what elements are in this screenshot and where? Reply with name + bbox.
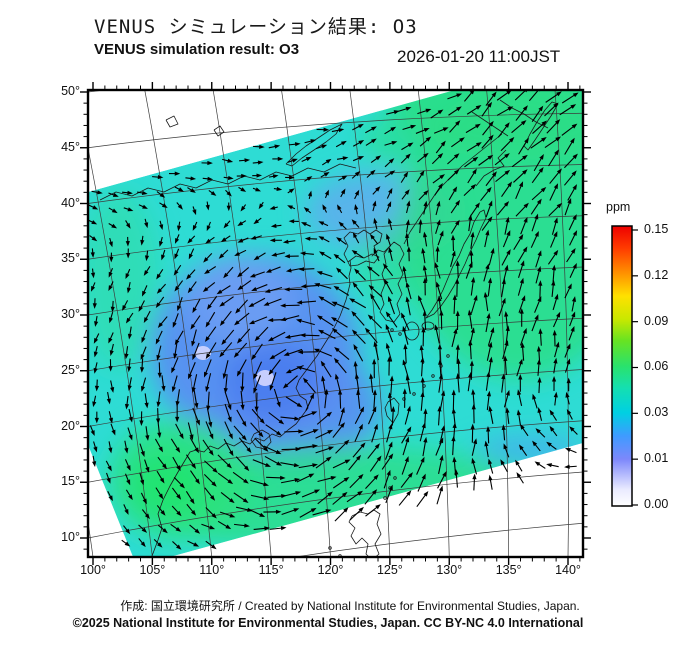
copyright-line: ©2025 National Institute for Environment… (72, 616, 584, 630)
colorbar (611, 225, 638, 507)
x-tick-label: 135° (495, 563, 522, 577)
timestamp-label: 2026-01-20 11:00JST (397, 47, 561, 66)
plot-frame (80, 82, 591, 565)
x-tick-label: 115° (258, 563, 284, 577)
y-tick-label: 35° (61, 251, 80, 266)
colorbar-unit-label: ppm (606, 200, 631, 214)
y-tick-label: 20° (61, 418, 80, 433)
x-tick-label: 100° (80, 563, 106, 577)
colorbar-tick-label: 0.03 (644, 405, 669, 420)
y-tick-label: 25° (61, 362, 80, 377)
colorbar-tick-label: 0.01 (644, 451, 669, 466)
o3-concentration-field (88, 90, 583, 557)
attribution-line: 作成: 国立環境研究所 / Created by National Instit… (120, 599, 580, 613)
x-tick-label: 130° (436, 563, 463, 577)
colorbar-tick-label: 0.09 (644, 313, 669, 328)
y-tick-label: 50° (61, 84, 80, 98)
y-tick-label: 10° (61, 530, 80, 544)
page-title-japanese: VENUS シミュレーション結果: O3 (94, 16, 418, 38)
x-tick-label: 105° (139, 563, 166, 577)
wind-vector-arrows (88, 90, 579, 550)
y-tick-label: 45° (61, 139, 80, 154)
colorbar-tick-label: 0.15 (644, 222, 669, 236)
colorbar-tick-label: 0.12 (644, 267, 669, 282)
x-tick-label: 120° (317, 563, 344, 577)
colorbar-tick-label: 0.00 (644, 496, 669, 511)
y-tick-label: 30° (61, 307, 80, 321)
y-tick-label: 40° (61, 195, 80, 210)
colorbar-tick-label: 0.06 (644, 359, 669, 374)
coastlines (99, 99, 559, 557)
y-tick-label: 15° (61, 474, 80, 489)
x-tick-label: 140° (555, 563, 581, 577)
x-tick-label: 110° (199, 563, 225, 577)
page-title-english: VENUS simulation result: O3 (94, 41, 300, 58)
x-tick-label: 125° (376, 563, 403, 577)
